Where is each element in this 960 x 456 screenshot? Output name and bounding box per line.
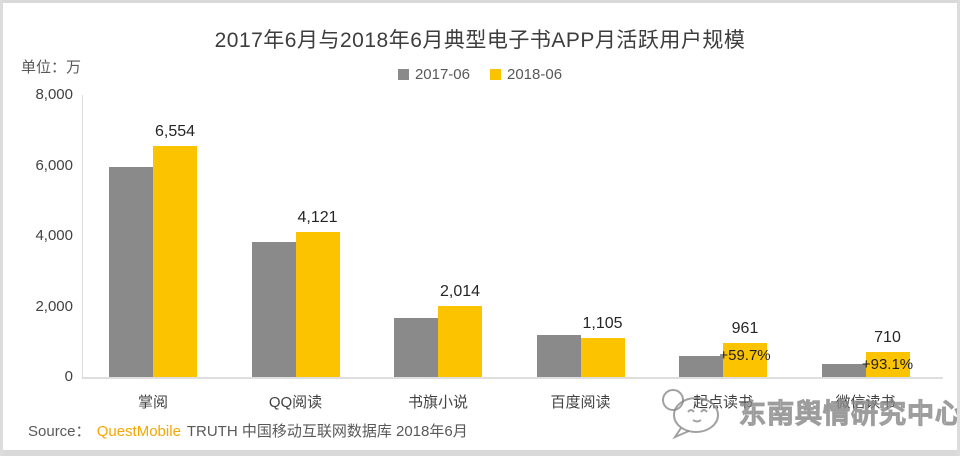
value-label: 1,105 xyxy=(582,315,623,332)
source-brand: QuestMobile xyxy=(96,423,181,440)
value-label: 961 xyxy=(731,320,759,337)
source-rest: TRUTH 中国移动互联网数据库 2018年6月 xyxy=(186,423,468,440)
category-label: 微信读书 xyxy=(835,394,896,411)
bar-2017-06 xyxy=(394,318,438,377)
chart-title: 2017年6月与2018年6月典型电子书APP月活跃用户规模 xyxy=(214,29,746,52)
bar-2017-06 xyxy=(536,335,581,377)
bar-2017-06 xyxy=(679,356,723,377)
bar-2017-06 xyxy=(251,242,296,377)
legend-item-2017: 2017-06 xyxy=(397,66,470,83)
bar-2018-06 xyxy=(438,306,482,377)
bar-2018-06 xyxy=(580,338,625,377)
value-label: 2,014 xyxy=(439,283,481,300)
growth-label: +59.7% xyxy=(719,347,771,364)
y-tick-label: 2,000 xyxy=(35,297,73,315)
plot-area: 8,000 6,000 4,000 2,000 0 6,554 掌阅 4,121 QQ阅读 2,0… xyxy=(3,0,957,456)
category-label: 掌阅 xyxy=(137,394,168,411)
category-label: 百度阅读 xyxy=(550,394,611,411)
legend-swatch-2017-icon xyxy=(397,69,409,80)
unit-label: 单位：万 xyxy=(21,59,82,76)
category-label: 书旗小说 xyxy=(407,394,468,411)
legend-swatch-2018-icon xyxy=(490,69,501,80)
y-tick-label: 8,000 xyxy=(35,86,73,103)
value-label: 4,121 xyxy=(297,209,338,226)
legend-label-2018: 2018-06 xyxy=(507,66,563,83)
legend-item-2018: 2018-06 xyxy=(490,66,562,83)
bar-2017-06 xyxy=(821,364,866,377)
bottom-edge-divider xyxy=(3,450,957,456)
y-tick-label: 6,000 xyxy=(35,156,73,174)
legend-label-2017: 2017-06 xyxy=(414,66,470,83)
source-line: Source： QuestMobile TRUTH 中国移动互联网数据库 201… xyxy=(28,420,468,441)
legend: 2017-06 2018-06 xyxy=(3,66,957,83)
bar-2018-06 xyxy=(723,343,767,377)
bar-2018-06 xyxy=(865,352,910,377)
value-label: 710 xyxy=(874,329,901,346)
category-label: QQ阅读 xyxy=(268,394,323,411)
top-edge-divider xyxy=(3,0,957,3)
source-prefix: Source： xyxy=(28,423,91,440)
bar-2018-06 xyxy=(153,146,197,377)
y-axis-line xyxy=(82,95,83,377)
bar-2017-06 xyxy=(109,167,153,377)
y-tick-label: 0 xyxy=(64,368,73,385)
growth-label: +93.1% xyxy=(861,356,914,373)
category-label: 起点读书 xyxy=(692,394,753,411)
y-tick-label: 4,000 xyxy=(35,227,73,244)
value-label: 6,554 xyxy=(154,123,196,140)
x-axis-line xyxy=(82,377,943,379)
bar-2018-06 xyxy=(295,232,340,377)
